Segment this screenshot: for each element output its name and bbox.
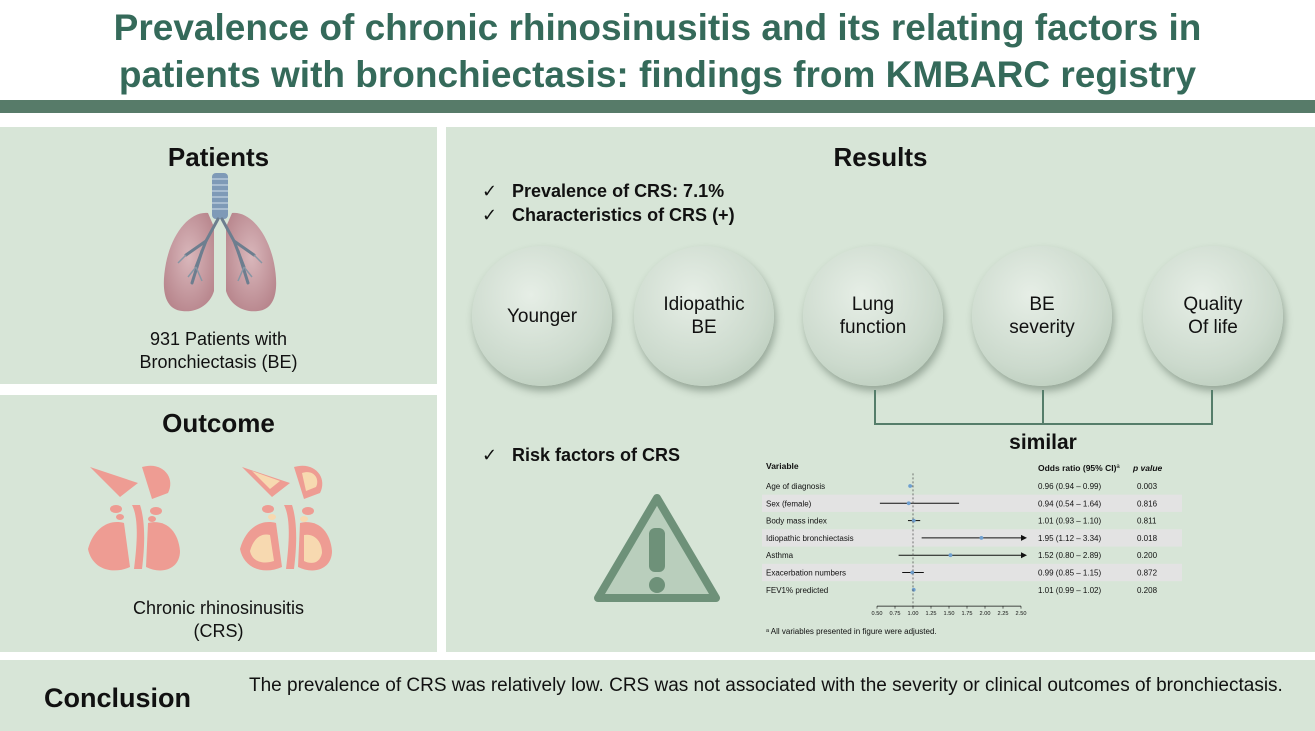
row-odds-ratio: 1.52 (0.80 – 2.89): [1038, 551, 1101, 560]
characteristic-be-severity: BE severity: [972, 246, 1112, 386]
row-label: Age of diagnosis: [766, 482, 825, 491]
check-characteristics-text: Characteristics of CRS (+): [512, 205, 735, 225]
characteristic-label: Quality Of life: [1183, 294, 1243, 338]
outcome-panel: Outcome Chron: [0, 395, 437, 652]
row-shade: [762, 494, 1182, 512]
or-point: [911, 587, 916, 592]
similar-label: similar: [1009, 431, 1077, 454]
check-risk-factors: ✓ Risk factors of CRS: [482, 445, 680, 466]
outcome-heading: Outcome: [162, 408, 275, 438]
row-label: Body mass index: [766, 517, 827, 526]
x-tick-label: 0.75: [890, 611, 901, 617]
characteristic-idiopathic-be: Idiopathic BE: [634, 246, 774, 386]
row-label: Exacerbation numbers: [766, 569, 846, 578]
patients-panel: Patients 931 Patients with: [0, 127, 437, 384]
or-point: [908, 484, 913, 488]
or-point: [906, 501, 911, 506]
ci-arrow: [1021, 534, 1027, 541]
header-variable: Variable: [766, 461, 799, 471]
title-line-1: Prevalence of chronic rhinosinusitis and…: [113, 7, 1202, 48]
sinus-icon: [88, 465, 332, 571]
row-odds-ratio: 1.95 (1.12 – 3.34): [1038, 534, 1101, 543]
row-p-value: 0.811: [1137, 517, 1157, 526]
header-odds-ratio: Odds ratio (95% CI)a: [1038, 463, 1120, 473]
conclusion-panel: [0, 660, 1315, 731]
check-characteristics: ✓ Characteristics of CRS (+): [482, 205, 735, 226]
patients-caption: 931 Patients with Bronchiectasis (BE): [0, 328, 437, 374]
check-mark: ✓: [482, 445, 498, 465]
characteristic-label: Lung function: [839, 294, 907, 338]
x-tick-label: 2.25: [998, 611, 1009, 617]
row-p-value: 0.018: [1137, 534, 1158, 543]
conclusion-text: The prevalence of CRS was relatively low…: [249, 675, 1283, 696]
check-mark: ✓: [482, 205, 498, 225]
or-point: [948, 553, 953, 558]
characteristic-label: Idiopathic BE: [663, 294, 745, 338]
row-label: Asthma: [766, 551, 794, 560]
row-odds-ratio: 0.96 (0.94 – 0.99): [1038, 482, 1101, 491]
patients-caption-line-2: Bronchiectasis (BE): [139, 352, 298, 372]
row-shade: [762, 563, 1182, 582]
check-risk-factors-text: Risk factors of CRS: [512, 445, 681, 465]
forest-plot: Variable Odds ratio (95% CI)a p value Ag…: [762, 461, 1182, 636]
x-tick-label: 1.75: [962, 611, 973, 617]
row-odds-ratio: 1.01 (0.93 – 1.10): [1038, 517, 1101, 526]
row-label: FEV1% predicted: [766, 586, 828, 595]
forest-footnote: ᵃ All variables presented in figure were…: [766, 627, 937, 636]
row-p-value: 0.816: [1137, 499, 1158, 508]
or-point: [979, 536, 984, 540]
outcome-caption-line-2: (CRS): [193, 621, 244, 641]
row-p-value: 0.003: [1137, 482, 1158, 491]
row-odds-ratio: 0.94 (0.54 – 1.64): [1038, 499, 1101, 508]
row-label: Sex (female): [766, 499, 812, 508]
row-p-value: 0.208: [1137, 586, 1158, 595]
x-tick-label: 2.00: [980, 611, 991, 617]
characteristic-younger: Younger: [472, 246, 612, 386]
row-p-value: 0.200: [1137, 551, 1158, 560]
characteristic-quality-of-life: Quality Of life: [1143, 246, 1283, 386]
check-prevalence-text: Prevalence of CRS: 7.1%: [512, 181, 725, 201]
poster-title: Prevalence of chronic rhinosinusitis and…: [0, 4, 1315, 98]
x-tick-label: 1.50: [944, 611, 955, 617]
warning-icon: [594, 494, 720, 602]
title-divider: [0, 100, 1315, 113]
row-label: Idiopathic bronchiectasis: [766, 534, 854, 543]
x-tick-label: 1.00: [908, 611, 919, 617]
header-p-value: p value: [1132, 463, 1163, 473]
characteristic-label: Younger: [506, 305, 578, 327]
row-p-value: 0.872: [1137, 569, 1158, 578]
conclusion-heading: Conclusion: [44, 683, 191, 713]
check-mark: ✓: [482, 181, 498, 201]
characteristic-label: BE severity: [1009, 294, 1075, 338]
x-tick-label: 0.50: [872, 611, 883, 617]
patients-caption-line-1: 931 Patients with: [149, 329, 288, 349]
results-heading: Results: [833, 142, 928, 172]
characteristic-lung-function: Lung function: [803, 246, 943, 386]
patients-heading: Patients: [167, 142, 270, 172]
x-tick-label: 2.50: [1016, 611, 1027, 617]
x-tick-label: 1.25: [926, 611, 937, 617]
row-odds-ratio: 0.99 (0.85 – 1.15): [1038, 569, 1101, 578]
or-point: [911, 518, 916, 523]
outcome-caption: Chronic rhinosinusitis (CRS): [0, 597, 437, 643]
title-line-2: patients with bronchiectasis: findings f…: [118, 54, 1197, 95]
lungs-icon: [163, 173, 277, 312]
check-prevalence: ✓ Prevalence of CRS: 7.1%: [482, 181, 724, 202]
row-odds-ratio: 1.01 (0.99 – 1.02): [1038, 586, 1101, 595]
outcome-caption-line-1: Chronic rhinosinusitis: [132, 598, 305, 618]
ci-arrow: [1021, 552, 1027, 559]
or-point: [910, 570, 915, 575]
